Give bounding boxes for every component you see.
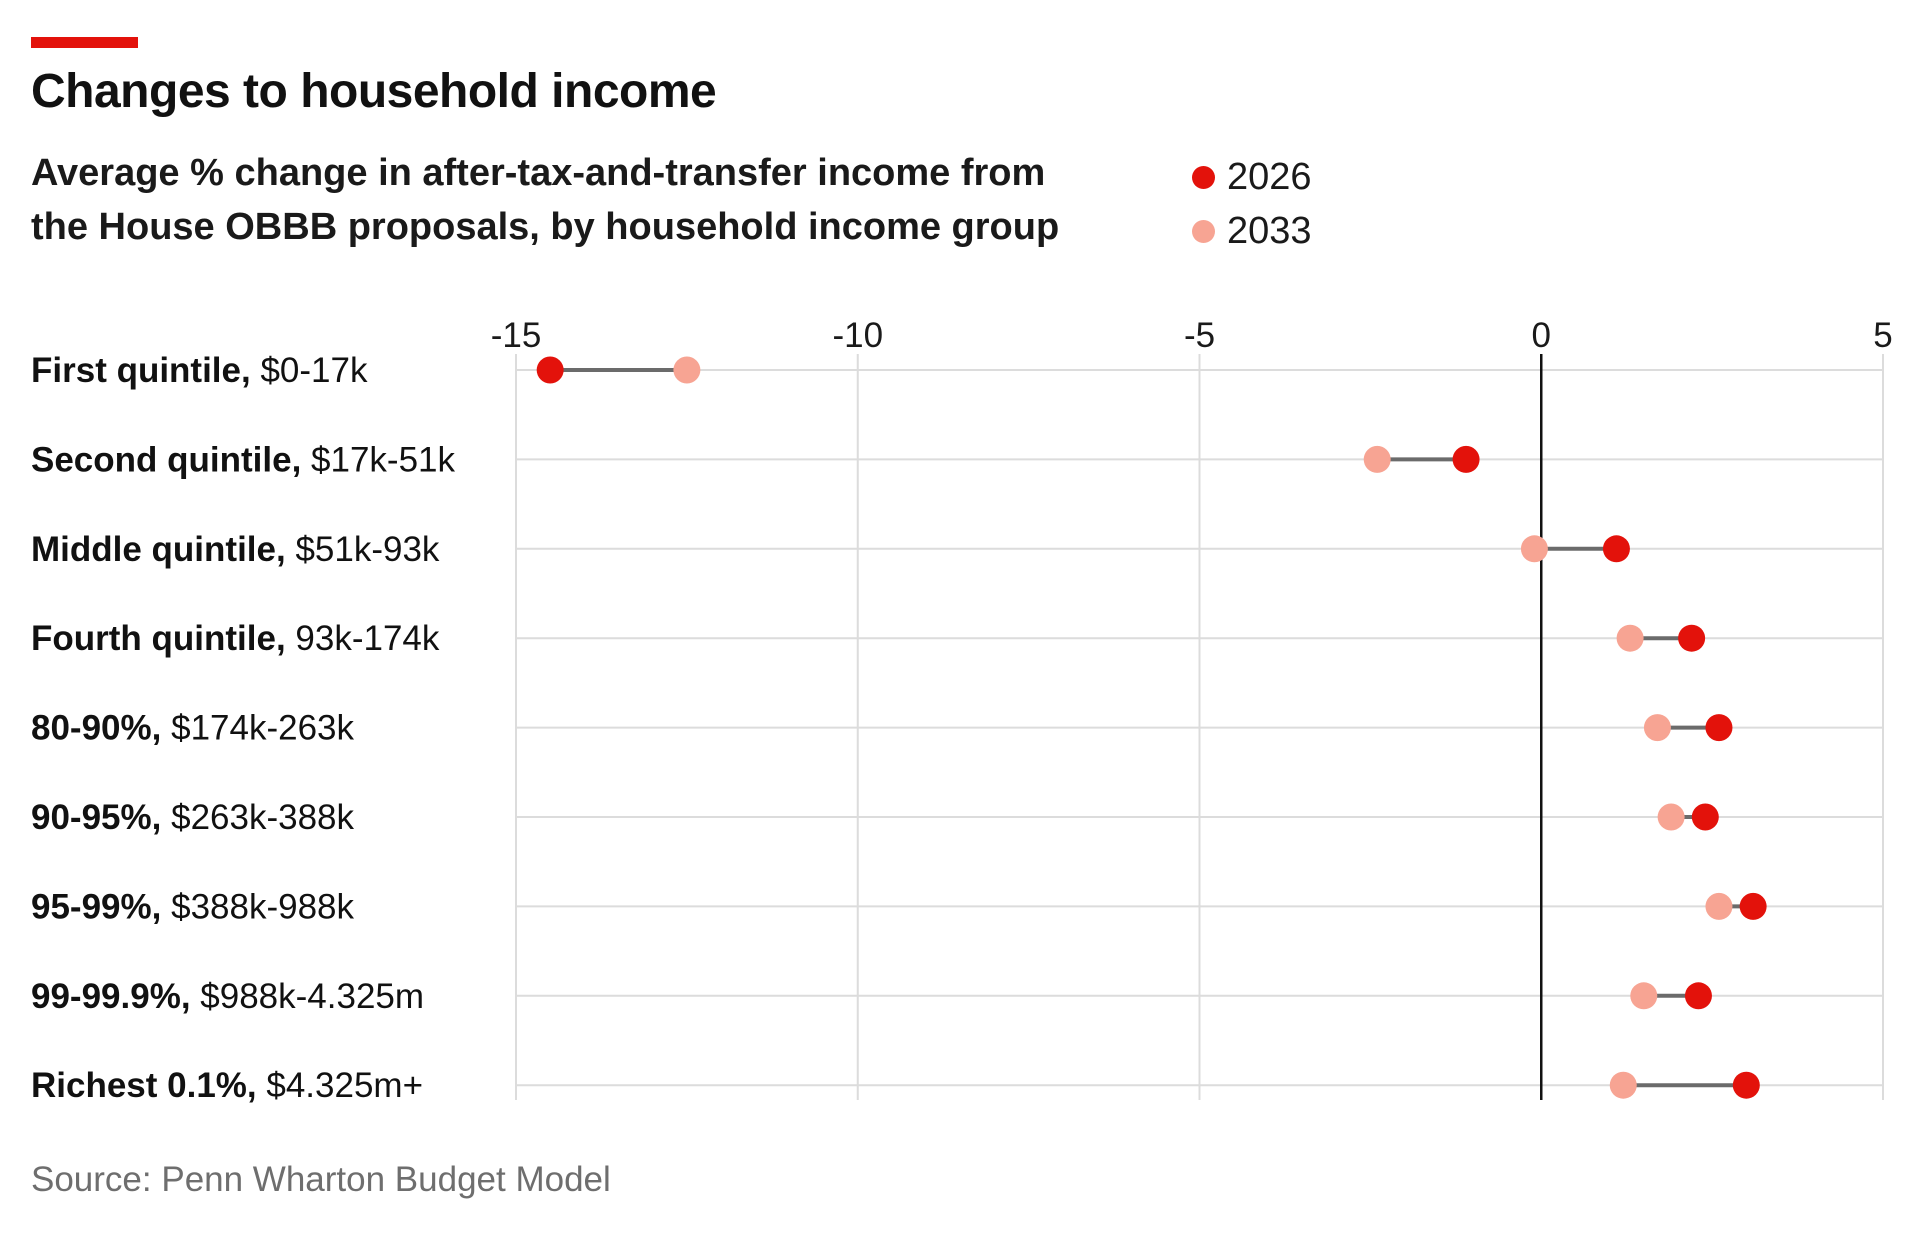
dot-2033 [1363, 445, 1391, 473]
legend-label-2033: 2033 [1227, 209, 1312, 252]
dot-2026 [1732, 1071, 1760, 1099]
dot-2033 [1609, 1071, 1637, 1099]
row-labels: First quintile, $0-17k Second quintile, $… [31, 351, 456, 1105]
x-axis-ticks: -15 -10 -5 0 5 [491, 316, 1893, 355]
row-label-range: $51k-93k [286, 530, 440, 569]
row-label-group: Middle quintile, [31, 530, 286, 569]
row-label-group: 90-95%, [31, 798, 161, 837]
dot-2026 [1739, 892, 1767, 920]
dot-2033 [673, 356, 701, 384]
row-label-range: $17k-51k [301, 440, 455, 479]
row-label-range: $174k-263k [161, 709, 354, 748]
legend-label-2026: 2026 [1227, 155, 1312, 198]
x-tick-label: -15 [491, 316, 542, 355]
row-label: Middle quintile, $51k-93k [31, 530, 440, 569]
row-label-range: 93k-174k [286, 619, 440, 658]
row-label: 80-90%, $174k-263k [31, 709, 355, 748]
dot-2026 [1684, 982, 1712, 1010]
x-tick-label: 5 [1873, 316, 1892, 355]
accent-bar [31, 37, 138, 48]
dot-2033 [1657, 803, 1685, 831]
dot-2026 [536, 356, 564, 384]
row-label-group: 95-99%, [31, 887, 161, 926]
legend-item-2026: 2026 [1192, 150, 1312, 204]
row-label: Richest 0.1%, $4.325m+ [31, 1066, 423, 1105]
x-tick-label: 0 [1532, 316, 1551, 355]
row-label-group: 99-99.9%, [31, 977, 191, 1016]
row-label-group: Fourth quintile, [31, 619, 286, 658]
row-label-group: First quintile, [31, 351, 251, 390]
dot-2033 [1630, 982, 1658, 1010]
row-label-range: $4.325m+ [257, 1066, 423, 1105]
row-label-group: 80-90%, [31, 709, 161, 748]
row-label-group: Second quintile, [31, 440, 301, 479]
x-tick-label: -5 [1184, 316, 1215, 355]
chart-subtitle: Average % change in after-tax-and-transf… [31, 152, 1060, 248]
dot-2033 [1705, 892, 1733, 920]
row-label: 90-95%, $263k-388k [31, 798, 355, 837]
dot-2033 [1643, 714, 1671, 742]
dot-2026 [1678, 624, 1706, 652]
dot-2026 [1602, 535, 1630, 563]
data-marks [536, 356, 1767, 1099]
source-note: Source: Penn Wharton Budget Model [31, 1160, 611, 1199]
dot-2033 [1616, 624, 1644, 652]
row-label: Second quintile, $17k-51k [31, 440, 456, 479]
row-label: First quintile, $0-17k [31, 351, 368, 390]
row-label-range: $388k-988k [161, 887, 354, 926]
row-label: 95-99%, $388k-988k [31, 887, 355, 926]
dot-2026 [1705, 714, 1733, 742]
row-label: 99-99.9%, $988k-4.325m [31, 977, 424, 1016]
dot-2033 [1520, 535, 1548, 563]
legend-item-2033: 2033 [1192, 204, 1312, 258]
row-label-group: Richest 0.1%, [31, 1066, 257, 1105]
dot-2026 [1452, 445, 1480, 473]
chart-title: Changes to household income [31, 65, 717, 118]
legend-dot-2026 [1192, 165, 1215, 189]
legend-dot-2033 [1192, 219, 1215, 243]
grid-layer [515, 354, 1884, 1100]
dot-2026 [1691, 803, 1719, 831]
row-label-range: $263k-388k [161, 798, 354, 837]
x-tick-label: -10 [832, 316, 883, 355]
row-label: Fourth quintile, 93k-174k [31, 619, 440, 658]
row-label-range: $988k-4.325m [191, 977, 424, 1016]
row-label-range: $0-17k [251, 351, 368, 390]
legend: 2026 2033 [1192, 150, 1312, 258]
